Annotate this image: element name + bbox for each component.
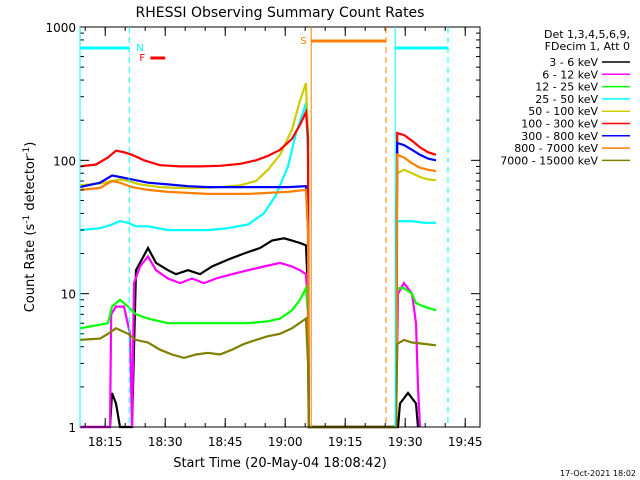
interval-markers: NF S — [79, 27, 449, 427]
axis-ticks: 18:15 18:30 18:45 19:00 19:15 19:30 19:45 1 10 10… — [45, 21, 482, 449]
series-line-7 — [79, 153, 437, 429]
night-label: N — [136, 43, 143, 54]
saa-label: S — [300, 36, 306, 47]
y-tick-label: 1 — [68, 421, 76, 435]
series-line-4 — [79, 82, 437, 429]
legend: Det 1,3,4,5,6,9,FDecim 1, Att 0 3 - 6 keV… — [500, 28, 630, 167]
x-tick-label: 19:00 — [268, 435, 303, 449]
flare-label: F — [139, 53, 145, 64]
legend-label: 25 - 50 keV — [535, 93, 598, 106]
x-tick-label: 18:30 — [148, 435, 183, 449]
y-axis-label: Count Rate (s-1 detector-1) — [22, 142, 38, 313]
series-line-5 — [79, 107, 437, 429]
legend-label: 12 - 25 keV — [535, 81, 598, 94]
x-tick-label: 19:30 — [388, 435, 423, 449]
x-tick-label: 18:15 — [88, 435, 123, 449]
legend-label: 50 - 100 keV — [528, 105, 598, 118]
legend-header: FDecim 1, Att 0 — [545, 40, 630, 53]
y-tick-label: 10 — [61, 288, 76, 302]
series-line-6 — [79, 141, 437, 429]
legend-header: Det 1,3,4,5,6,9, — [544, 28, 630, 41]
x-tick-label: 19:15 — [328, 435, 363, 449]
x-tick-label: 19:45 — [448, 435, 483, 449]
y-tick-label: 100 — [53, 154, 76, 168]
legend-label: 100 - 300 keV — [521, 118, 598, 131]
legend-label: 300 - 800 keV — [521, 130, 598, 143]
legend-label: 3 - 6 keV — [549, 56, 598, 69]
x-tick-label: 18:45 — [208, 435, 243, 449]
y-tick-label: 1000 — [45, 21, 76, 35]
legend-label: 7000 - 15000 keV — [500, 154, 598, 167]
x-axis-label: Start Time (20-May-04 18:08:42) — [173, 456, 387, 471]
timestamp: 17-Oct-2021 18:02 — [560, 469, 636, 478]
series-line-8 — [79, 316, 437, 429]
legend-label: 6 - 12 keV — [542, 68, 598, 81]
legend-label: 800 - 7000 keV — [514, 142, 598, 155]
chart-title: RHESSI Observing Summary Count Rates — [136, 5, 425, 21]
